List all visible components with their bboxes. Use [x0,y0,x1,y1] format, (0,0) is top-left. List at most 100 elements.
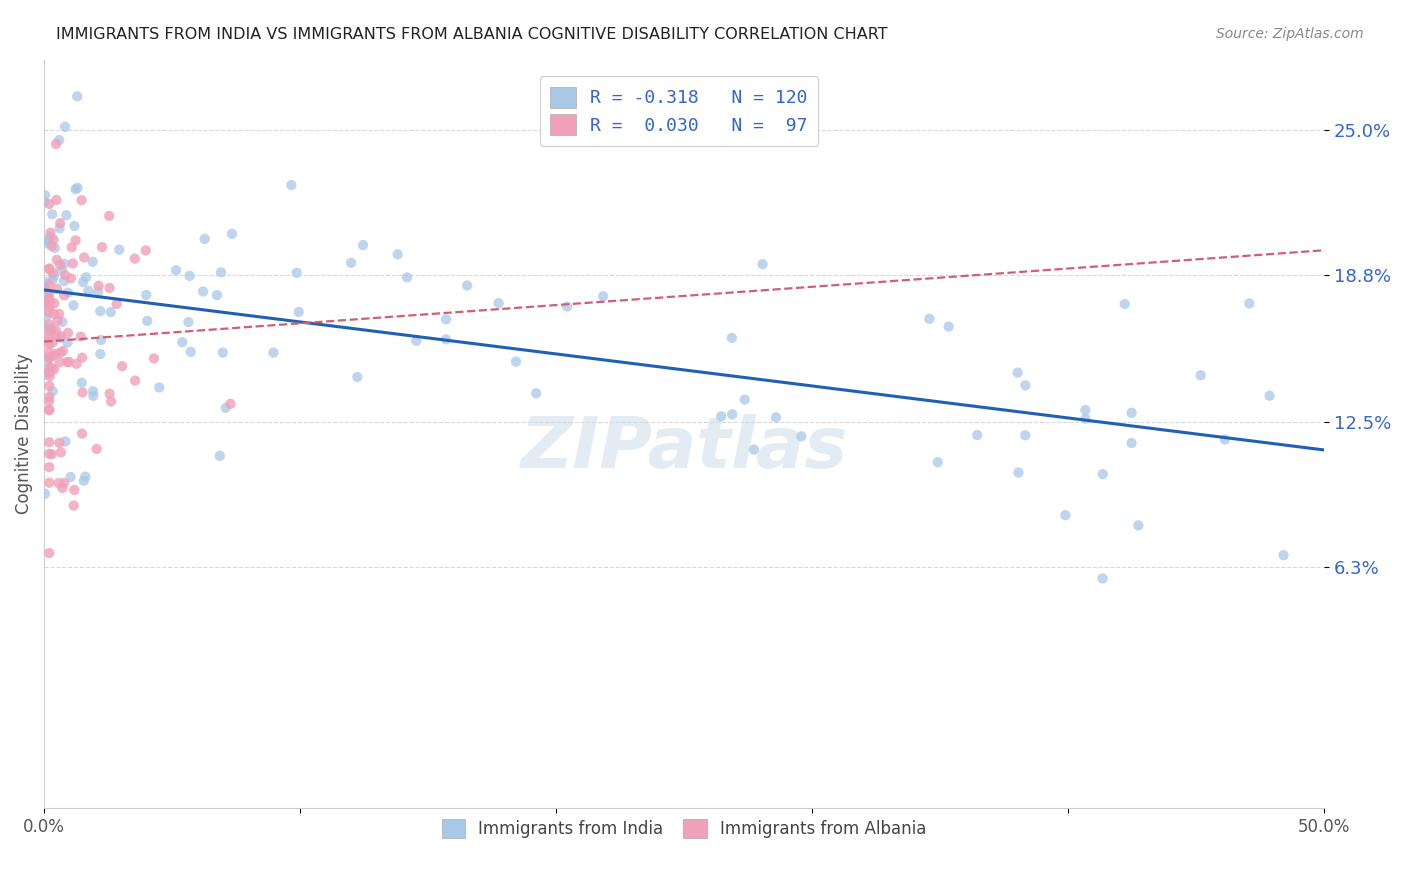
Point [37,285,59,299]
Point [63,483,86,497]
Point [41,239,63,253]
Point [1014,428,1036,442]
Point [60,240,83,254]
Point [1091,467,1114,482]
Point [34,279,56,293]
Point [38,393,60,408]
Point [65,233,87,247]
Point [135,288,157,302]
Point [918,311,941,326]
Point [45,328,67,343]
Point [53,257,76,271]
Point [59,271,82,285]
Point [62,298,84,312]
Point [1054,508,1077,523]
Point [49,346,72,360]
Point [38,305,60,319]
Point [38,365,60,379]
Point [38,324,60,338]
Point [45,282,67,296]
Point [41,349,63,363]
Point [135,244,157,258]
Point [340,256,363,270]
Point [39,323,62,337]
Point [1121,406,1143,420]
Point [1014,378,1036,392]
Point [1189,368,1212,383]
Point [38,403,60,417]
Point [100,305,122,319]
Point [38,261,60,276]
Point [51,262,73,277]
Point [765,410,787,425]
Point [346,370,368,384]
Point [49,216,72,230]
Point [34,487,56,501]
Text: Source: ZipAtlas.com: Source: ZipAtlas.com [1216,27,1364,41]
Point [38,294,60,309]
Point [35,276,58,290]
Point [44,307,66,321]
Point [142,351,165,366]
Point [41,272,63,286]
Point [53,434,76,449]
Point [100,394,122,409]
Point [42,335,65,350]
Point [38,475,60,490]
Point [34,295,56,310]
Point [124,252,146,266]
Point [38,361,60,376]
Point [352,238,374,252]
Point [751,257,773,271]
Point [49,331,72,345]
Point [51,481,73,495]
Point [592,289,614,303]
Point [34,318,56,333]
Point [45,193,67,207]
Point [38,330,60,344]
Point [42,384,65,399]
Point [48,435,70,450]
Point [208,449,231,463]
Point [66,181,89,195]
Point [111,359,134,374]
Point [105,297,128,311]
Point [179,268,201,283]
Point [91,240,114,254]
Point [734,392,756,407]
Point [62,256,84,270]
Point [51,315,73,329]
Point [77,284,100,298]
Point [53,268,76,282]
Point [38,301,60,315]
Point [56,326,79,340]
Point [38,351,60,366]
Point [98,281,121,295]
Point [38,287,60,301]
Point [38,379,60,393]
Point [63,219,86,233]
Point [42,268,65,283]
Point [38,293,60,307]
Point [75,469,97,483]
Point [53,288,76,302]
Point [38,197,60,211]
Point [38,337,60,351]
Point [434,312,457,326]
Point [136,314,159,328]
Point [285,266,308,280]
Text: IMMIGRANTS FROM INDIA VS IMMIGRANTS FROM ALBANIA COGNITIVE DISABILITY CORRELATIO: IMMIGRANTS FROM INDIA VS IMMIGRANTS FROM… [56,27,887,42]
Point [39,321,62,335]
Point [72,385,94,400]
Point [32,194,55,209]
Point [456,278,478,293]
Point [70,426,93,441]
Point [191,285,214,299]
Point [1007,366,1029,380]
Point [69,329,91,343]
Point [38,435,60,450]
Point [48,133,70,147]
Point [742,442,765,457]
Point [219,397,242,411]
Point [70,351,93,365]
